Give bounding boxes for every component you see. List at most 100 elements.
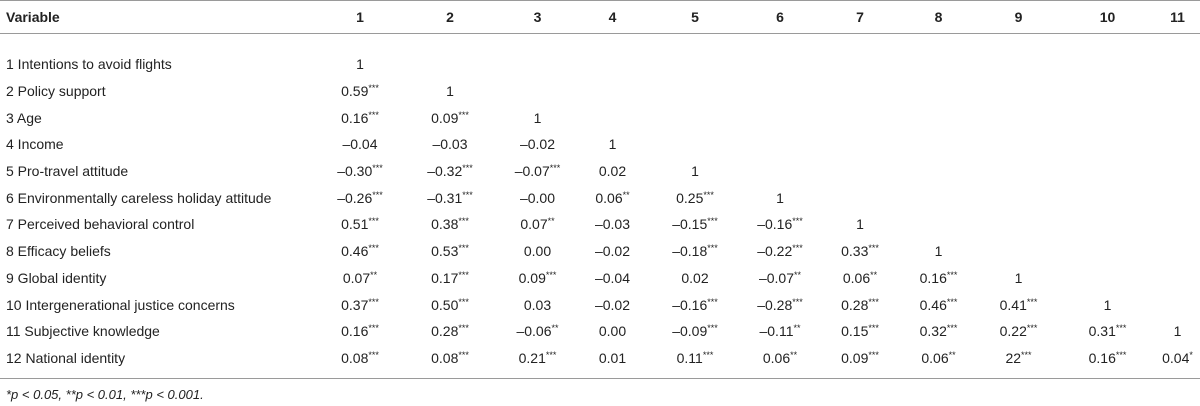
significance: ***	[868, 349, 879, 360]
table-body: 1 Intentions to avoid flights 1 2 Policy s…	[0, 34, 1200, 380]
row-label: 5 Pro-travel attitude	[6, 163, 129, 180]
significance: ***	[703, 189, 714, 200]
significance: ***	[707, 216, 718, 227]
cell-value: –0.26	[337, 189, 373, 206]
cell: –0.30***	[320, 158, 400, 185]
cell-value: –0.02	[594, 296, 631, 313]
cell	[1155, 265, 1200, 292]
cell: 0.51***	[320, 211, 400, 238]
cell: –0.16***	[740, 211, 820, 238]
cell: 0.28***	[820, 291, 900, 318]
cell: 1	[1155, 318, 1200, 345]
cell: 0.00	[575, 318, 650, 345]
significance: ***	[458, 216, 469, 227]
cell	[575, 78, 650, 105]
significance: ***	[368, 323, 379, 334]
cell: –0.04	[575, 265, 650, 292]
column-header: 1	[320, 0, 400, 34]
cell-value: 0.17	[431, 269, 459, 286]
cell	[977, 158, 1060, 185]
table-row: 11 Subjective knowledge 0.16*** 0.28*** –0.…	[0, 318, 1200, 345]
cell: 0.02	[575, 158, 650, 185]
row-label: 9 Global identity	[6, 269, 107, 286]
cell: 0.15***	[820, 318, 900, 345]
header-row: Variable 1 2 3 4 5 6 7 8 9 10 11	[0, 0, 1200, 34]
cell-value: 0.46	[919, 296, 947, 313]
cell	[900, 78, 977, 105]
significance: ***	[868, 243, 879, 254]
cell: 0.37***	[320, 291, 400, 318]
significance: ***	[458, 349, 469, 360]
cell	[977, 78, 1060, 105]
cell-value: 0.16	[919, 269, 947, 286]
cell-value: 0.07	[520, 216, 548, 233]
cell-value: 0.06	[762, 349, 791, 366]
significance: **	[622, 189, 630, 200]
significance: ***	[368, 349, 379, 360]
column-header: 2	[400, 0, 500, 34]
significance: ***	[545, 269, 557, 280]
row-label: 6 Environmentally careless holiday attit…	[6, 189, 272, 206]
table-row: 7 Perceived behavioral control 0.51*** 0.3…	[0, 211, 1200, 238]
cell: 0.04*	[1155, 344, 1200, 380]
cell-value: 0.33	[841, 243, 869, 260]
cell-value: 0.08	[341, 349, 369, 366]
cell	[977, 184, 1060, 211]
significance: ***	[372, 189, 383, 200]
cell: –0.03	[575, 211, 650, 238]
cell-value: 0.06	[842, 269, 871, 286]
cell: 0.16***	[900, 265, 977, 292]
cell: 0.09***	[820, 344, 900, 380]
table-row: 8 Efficacy beliefs 0.46*** 0.53*** 0.00 –0.0…	[0, 238, 1200, 265]
cell-value: –0.22	[757, 243, 793, 260]
significance: ***	[462, 163, 473, 174]
cell: 22***	[977, 344, 1060, 380]
cell: 1	[575, 131, 650, 158]
cell-value: –0.28	[757, 296, 793, 313]
significance: **	[793, 323, 801, 334]
cell-value: 0.11	[676, 349, 703, 366]
cell	[500, 34, 575, 78]
cell: –0.28***	[740, 291, 820, 318]
cell-value: 0.38	[431, 216, 459, 233]
significance: **	[790, 349, 798, 360]
cell	[1060, 211, 1155, 238]
column-header: Variable	[0, 0, 320, 34]
table-row: 2 Policy support 0.59*** 1	[0, 78, 1200, 105]
row-label: 10 Intergenerational justice concerns	[6, 296, 235, 313]
cell: –0.18***	[650, 238, 740, 265]
cell	[1155, 184, 1200, 211]
significance: ***	[458, 296, 469, 307]
column-header: 5	[650, 0, 740, 34]
cell	[1155, 104, 1200, 131]
significance: ***	[946, 323, 958, 334]
cell: –0.22***	[740, 238, 820, 265]
cell	[900, 184, 977, 211]
significance: ***	[545, 349, 557, 360]
cell: 0.41***	[977, 291, 1060, 318]
significance: ***	[707, 243, 718, 254]
cell: 0.16***	[320, 104, 400, 131]
cell-value: 0.21	[518, 349, 546, 366]
cell	[650, 131, 740, 158]
cell: 1	[820, 211, 900, 238]
cell: 0.02	[650, 265, 740, 292]
cell-value: –0.06	[516, 323, 552, 340]
significance: ***	[1021, 349, 1032, 360]
cell-value: 0.04	[1162, 349, 1190, 366]
cell	[1155, 158, 1200, 185]
significance: **	[948, 349, 956, 360]
cell: 0.07**	[500, 211, 575, 238]
column-header: 11	[1155, 0, 1200, 34]
significance: ***	[372, 163, 383, 174]
significance: ***	[792, 216, 803, 227]
cell-value: 0.02	[598, 163, 627, 180]
correlation-table: Variable 1 2 3 4 5 6 7 8 9 10 11 1 Intentions to av…	[0, 0, 1200, 380]
cell	[1155, 131, 1200, 158]
cell: 0.21***	[500, 344, 575, 380]
cell-value: 0.06	[921, 349, 949, 366]
cell-value: 0.31	[1088, 323, 1116, 340]
cell	[1060, 265, 1155, 292]
cell: 0.16***	[320, 318, 400, 345]
significance: ***	[1115, 323, 1127, 334]
